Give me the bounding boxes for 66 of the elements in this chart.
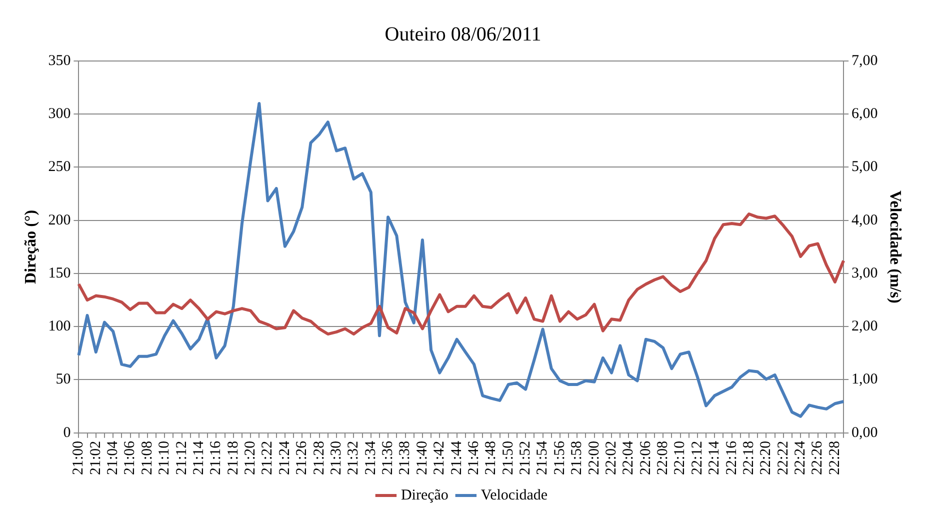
x-tick-label: 22:12 bbox=[689, 440, 706, 476]
y-tick-label: 350 bbox=[48, 52, 71, 69]
x-tick-label: 22:24 bbox=[792, 440, 809, 476]
x-tick-label: 21:28 bbox=[311, 440, 328, 476]
x-tick-label: 21:24 bbox=[276, 440, 293, 476]
x-tick-label: 21:50 bbox=[500, 440, 516, 476]
x-tick-label: 21:44 bbox=[448, 440, 465, 476]
x-tick-label: 21:40 bbox=[414, 440, 430, 476]
x-tick-label: 21:06 bbox=[122, 440, 138, 476]
x-tick-label: 21:10 bbox=[156, 440, 173, 476]
y-tick-label: 100 bbox=[48, 318, 71, 335]
y2-tick-label: 2,00 bbox=[852, 318, 878, 335]
y2-tick-label: 0,00 bbox=[852, 424, 878, 441]
x-tick-label: 21:48 bbox=[483, 440, 500, 476]
x-tick-label: 22:08 bbox=[655, 440, 672, 476]
legend-label: Direção bbox=[400, 487, 448, 504]
y-tick-label: 300 bbox=[48, 106, 71, 122]
y-tick-label: 250 bbox=[48, 159, 71, 176]
x-tick-label: 21:20 bbox=[242, 440, 259, 476]
y2-tick-label: 6,00 bbox=[852, 106, 878, 122]
x-tick-label: 21:56 bbox=[552, 440, 568, 476]
y-tick-label: 0 bbox=[63, 424, 71, 441]
y2-tick-label: 5,00 bbox=[852, 159, 878, 176]
x-tick-label: 22:04 bbox=[620, 440, 637, 476]
y2-tick-label: 1,00 bbox=[852, 372, 878, 388]
x-tick-label: 21:36 bbox=[380, 440, 396, 476]
x-tick-label: 21:32 bbox=[346, 440, 362, 476]
x-tick-label: 21:26 bbox=[294, 440, 310, 476]
y-tick-label: 200 bbox=[48, 212, 71, 228]
x-tick-label: 21:04 bbox=[105, 440, 122, 476]
x-tick-label: 21:16 bbox=[208, 440, 224, 476]
y2-axis-title: Velocidade (m/s) bbox=[886, 190, 904, 304]
legend-label: Velocidade bbox=[480, 487, 548, 504]
x-tick-label: 22:14 bbox=[706, 440, 723, 476]
x-tick-label: 22:28 bbox=[826, 440, 843, 476]
x-tick-label: 22:22 bbox=[775, 440, 792, 476]
x-tick-label: 22:00 bbox=[586, 440, 602, 476]
y-axis-title: Direção (°) bbox=[22, 210, 40, 284]
x-tick-label: 21:58 bbox=[569, 440, 586, 476]
x-tick-label: 21:14 bbox=[190, 440, 207, 476]
x-tick-label: 21:00 bbox=[70, 440, 87, 476]
y-tick-label: 150 bbox=[48, 265, 71, 282]
y2-tick-label: 7,00 bbox=[852, 52, 878, 69]
chart-title: Outeiro 08/06/2011 bbox=[384, 23, 542, 46]
x-tick-label: 22:10 bbox=[672, 440, 688, 476]
x-tick-label: 22:06 bbox=[638, 440, 654, 476]
x-tick-label: 21:42 bbox=[432, 440, 448, 476]
x-tick-label: 22:20 bbox=[758, 440, 774, 476]
x-tick-label: 21:52 bbox=[518, 440, 534, 476]
x-tick-label: 22:26 bbox=[810, 440, 826, 476]
y2-tick-label: 4,00 bbox=[852, 212, 878, 228]
x-tick-label: 21:46 bbox=[466, 440, 482, 476]
x-tick-label: 21:34 bbox=[362, 440, 379, 476]
x-tick-label: 21:12 bbox=[174, 440, 190, 476]
x-tick-label: 21:08 bbox=[139, 440, 156, 476]
x-tick-label: 21:18 bbox=[225, 440, 242, 476]
x-tick-label: 21:02 bbox=[88, 440, 104, 476]
x-tick-label: 21:38 bbox=[397, 440, 414, 476]
x-tick-label: 21:22 bbox=[260, 440, 276, 476]
x-tick-label: 21:54 bbox=[534, 440, 551, 476]
y2-tick-label: 3,00 bbox=[852, 265, 878, 282]
x-tick-label: 22:18 bbox=[740, 440, 757, 476]
y-tick-label: 50 bbox=[56, 372, 71, 388]
x-tick-label: 21:30 bbox=[328, 440, 344, 476]
x-tick-label: 22:16 bbox=[724, 440, 740, 476]
x-tick-label: 22:02 bbox=[603, 440, 620, 476]
